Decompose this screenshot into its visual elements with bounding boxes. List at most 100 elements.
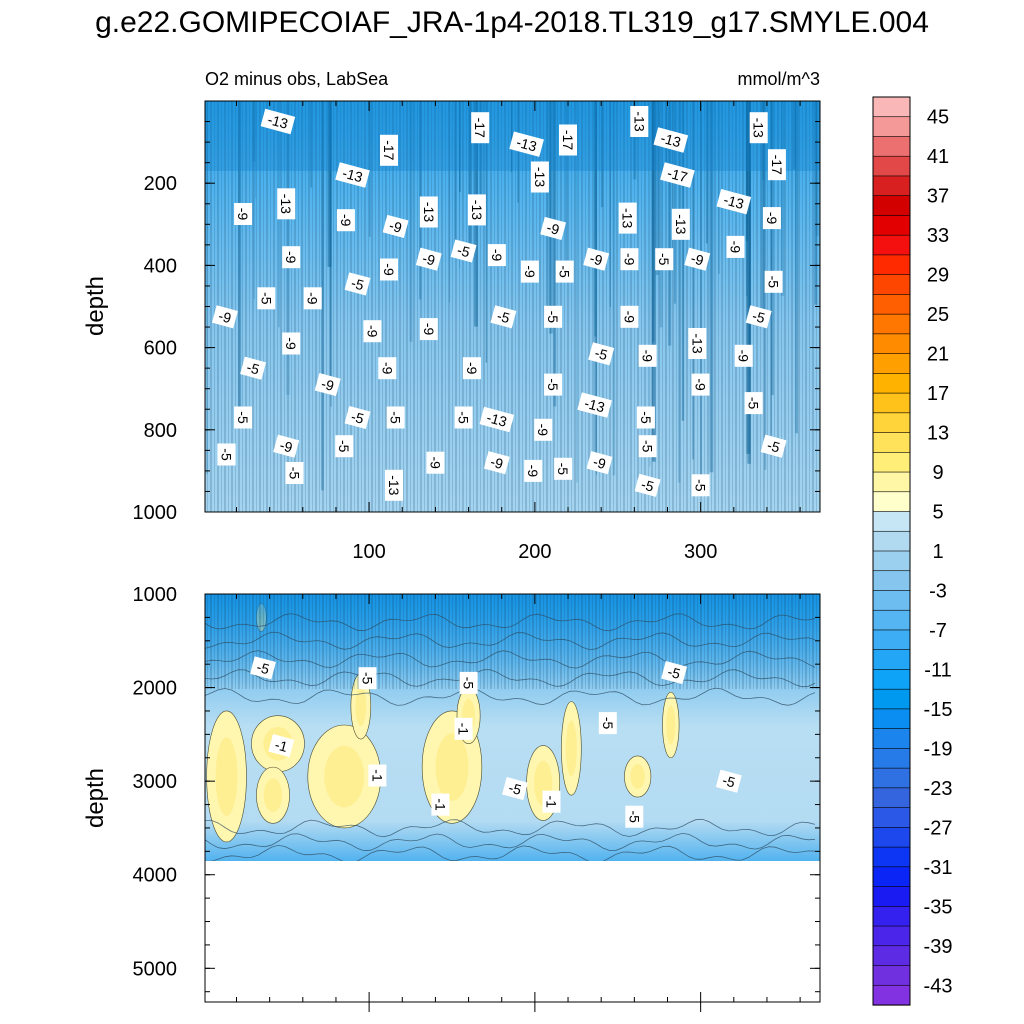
colorbar-swatch xyxy=(872,313,911,335)
contour-label-text: -13 xyxy=(386,475,402,495)
colorbar-label: -39 xyxy=(924,936,953,958)
colorbar-label: 37 xyxy=(927,186,949,208)
contour-label: -5 xyxy=(691,474,710,497)
contour-label: -5 xyxy=(661,661,688,685)
colorbar-swatch xyxy=(872,136,911,157)
contour-label-text: -5 xyxy=(640,476,656,495)
y-tick-label: 4000 xyxy=(133,865,178,887)
contour-label-text: -9 xyxy=(489,249,505,262)
contour-label: -9 xyxy=(363,320,382,343)
contour-label: -13 xyxy=(630,106,649,137)
contour-label-text: -1 xyxy=(273,736,289,755)
contour-label-text: -5 xyxy=(349,275,365,294)
contour-label-text: -9 xyxy=(427,456,443,469)
colorbar-label: 33 xyxy=(927,225,949,247)
contour-label: -5 xyxy=(450,239,477,263)
contour-label-text: -9 xyxy=(693,378,709,391)
contour-label: -13 xyxy=(277,188,296,220)
colorbar-swatch xyxy=(872,945,911,967)
colorbar-label: 41 xyxy=(927,146,949,168)
contour-label: -13 xyxy=(671,208,690,240)
colorbar-swatch xyxy=(872,333,911,355)
contour-label: -9 xyxy=(638,344,657,367)
contour-label-text: -13 xyxy=(751,118,767,138)
colorbar-swatch xyxy=(872,728,911,749)
contour-label-text: -13 xyxy=(485,409,509,430)
colorbar-swatch xyxy=(872,274,911,295)
colorbar-swatch xyxy=(872,767,911,789)
contour-label: -5 xyxy=(344,272,371,296)
contour-label: -1 xyxy=(368,764,387,787)
contour-label: -5 xyxy=(634,473,661,497)
x-tick-label: 300 xyxy=(684,541,717,563)
colorbar-swatch xyxy=(872,294,911,315)
contour-label-text: -5 xyxy=(640,440,656,453)
contour-label: -9 xyxy=(462,357,481,380)
contour-label-text: -5 xyxy=(461,677,477,690)
contour-label-text: -13 xyxy=(722,191,746,212)
colorbar-swatch xyxy=(872,886,911,907)
contour-label-text: -1 xyxy=(544,795,560,808)
colorbar-label: 25 xyxy=(927,304,949,326)
contour-label-text: -13 xyxy=(583,395,607,416)
contour-label: -9 xyxy=(620,305,639,328)
colorbar-swatch xyxy=(872,471,911,493)
contour-label-text: -5 xyxy=(693,479,709,492)
contour-label: -9 xyxy=(211,305,238,329)
colorbar-swatch xyxy=(872,748,911,769)
contour-label-text: -9 xyxy=(545,219,561,238)
contour-label: -5 xyxy=(459,671,478,694)
contour-label-text: -13 xyxy=(421,202,437,222)
contour-label: -9 xyxy=(524,459,543,482)
contour-label: -5 xyxy=(335,435,354,458)
contour-label: -9 xyxy=(234,203,253,225)
contour-label: -5 xyxy=(745,305,772,329)
colorbar-swatch xyxy=(872,807,911,828)
colorbar-label: -43 xyxy=(924,975,953,997)
contour-label-text: -5 xyxy=(219,448,235,461)
contour-label-text: -13 xyxy=(515,134,539,155)
contour-label-text: -9 xyxy=(525,465,541,478)
colorbar-swatch xyxy=(872,373,911,394)
contour-label-text: -9 xyxy=(764,212,780,225)
contour-label: -9 xyxy=(762,207,781,230)
colorbar-swatch xyxy=(872,550,911,572)
colorbar-swatch xyxy=(872,412,911,434)
contour-label: -9 xyxy=(483,451,510,475)
upper-panel-field xyxy=(205,101,820,512)
contour-label: -9 xyxy=(583,247,610,271)
contour-label: -17 xyxy=(660,162,695,188)
contour-label: -9 xyxy=(426,451,445,474)
y-tick-label: 5000 xyxy=(133,958,178,980)
colorbar-swatch xyxy=(872,906,911,927)
contour-label-text: -5 xyxy=(495,307,511,326)
colorbar-swatch xyxy=(872,629,911,651)
contour-label-text: -5 xyxy=(751,307,767,326)
contour-label: -13 xyxy=(577,392,612,418)
contour-label-text: -5 xyxy=(258,292,274,305)
contour-label: -17 xyxy=(471,112,490,144)
colorbar-swatch xyxy=(872,846,911,868)
colorbar-swatch xyxy=(872,708,911,730)
contour-label: -5 xyxy=(638,435,657,458)
contour-label-text: -5 xyxy=(456,411,472,424)
contour-label: -5 xyxy=(386,406,405,429)
contour-label: -9 xyxy=(273,434,300,458)
contour-label: -9 xyxy=(282,246,301,269)
contour-label-text: -9 xyxy=(591,453,607,472)
colorbar-swatch xyxy=(872,688,911,710)
contour-label: -13 xyxy=(749,112,768,144)
x-tick-label: 100 xyxy=(352,541,385,563)
chart-title: g.e22.GOMIPECOIAF_JRA-1p4-2018.TL319_g17… xyxy=(95,6,929,39)
colorbar-swatch xyxy=(872,353,911,374)
colorbar-swatch xyxy=(872,195,911,217)
y-tick-label: 800 xyxy=(144,420,177,442)
contour-label-text: -5 xyxy=(766,276,782,289)
contour-label-text: -13 xyxy=(659,130,683,151)
contour-label-text: -17 xyxy=(769,155,785,175)
contour-label-text: -9 xyxy=(381,263,397,276)
colorbar-swatch xyxy=(872,590,911,611)
colorbar-swatch xyxy=(872,984,911,1006)
contour-label: -9 xyxy=(419,318,438,341)
contour-label: -5 xyxy=(744,392,763,415)
